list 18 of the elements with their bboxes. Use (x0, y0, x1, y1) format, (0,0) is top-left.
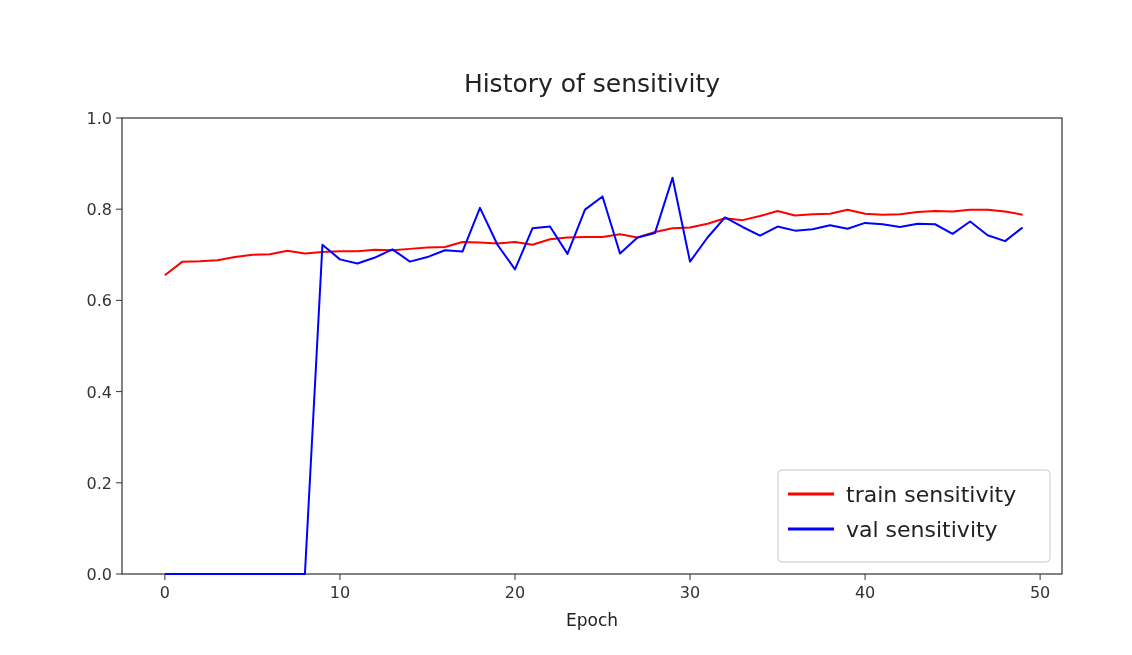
x-tick-label: 0 (159, 583, 170, 602)
y-tick-label: 0.6 (86, 291, 112, 311)
chart-title: History of sensitivity (463, 69, 721, 98)
y-tick-label: 0.8 (86, 200, 112, 220)
line-series (163, 176, 1024, 575)
line-series (163, 208, 1024, 277)
y-tick-label: 0.4 (86, 382, 112, 402)
x-tick-label: 20 (504, 583, 526, 602)
x-tick-label: 40 (854, 583, 876, 602)
y-tick-label: 0.2 (86, 473, 112, 493)
x-axis-title: Epoch (565, 610, 619, 630)
legend-label: val sensitivity (846, 517, 998, 542)
x-tick-label: 50 (1029, 583, 1051, 602)
legend-label: train sensitivity (846, 482, 1017, 507)
x-tick-label: 10 (329, 583, 351, 602)
y-tick-label: 0.0 (86, 565, 112, 584)
y-tick-label: 1.0 (86, 109, 112, 128)
x-tick-label: 30 (679, 583, 701, 602)
